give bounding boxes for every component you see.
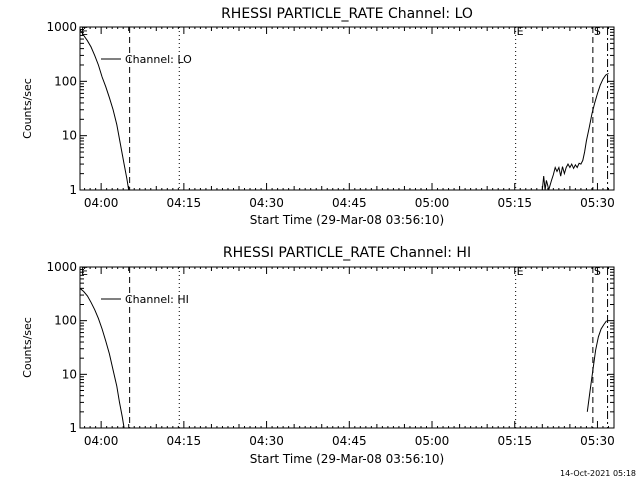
x-tick-label: 04:15	[167, 434, 202, 448]
y-axis-label: Counts/sec	[21, 317, 34, 378]
y-tick-label: 100	[54, 74, 77, 88]
y-tick-label: 1	[69, 183, 77, 197]
x-axis-label: Start Time (29-Mar-08 03:56:10)	[250, 452, 444, 466]
event-marker-label: S	[594, 25, 601, 38]
x-tick-label: 04:30	[249, 434, 284, 448]
generation-timestamp: 14-Oct-2021 05:18	[560, 469, 636, 478]
y-tick-label: 1000	[46, 20, 77, 34]
event-marker-label: E	[81, 25, 88, 38]
x-tick-label: 04:45	[332, 196, 367, 210]
x-tick-label: 04:30	[249, 196, 284, 210]
plot-frame	[79, 26, 615, 191]
x-tick-label: 04:00	[84, 196, 119, 210]
series-line	[79, 29, 130, 191]
plot-frame	[79, 266, 615, 429]
lo-channel-panel: RHESSI PARTICLE_RATE Channel: LO Counts/s…	[21, 6, 615, 227]
x-tick-label: 05:00	[415, 434, 450, 448]
series-line	[541, 72, 609, 191]
y-tick-label: 10	[62, 129, 77, 143]
y-tick-label: 1	[69, 421, 77, 435]
chart-title: RHESSI PARTICLE_RATE Channel: HI	[223, 245, 471, 261]
event-marker-label: S	[594, 265, 601, 278]
x-tick-label: 04:15	[167, 196, 202, 210]
y-tick-label: 1000	[46, 260, 77, 274]
x-tick-label: 05:00	[415, 196, 450, 210]
y-tick-label: 10	[62, 367, 77, 381]
y-axis-label: Counts/sec	[21, 78, 34, 139]
x-axis-label: Start Time (29-Mar-08 03:56:10)	[250, 213, 444, 227]
legend-label: Channel: HI	[125, 293, 189, 306]
hi-channel-panel: RHESSI PARTICLE_RATE Channel: HI Counts/s…	[21, 245, 615, 466]
x-tick-label: 05:15	[497, 434, 532, 448]
legend-label: Channel: LO	[125, 53, 192, 66]
series-line	[586, 320, 608, 412]
x-tick-label: 04:45	[332, 434, 367, 448]
event-marker-label: E	[517, 265, 524, 278]
y-tick-label: 100	[54, 314, 77, 328]
event-marker-label: E	[517, 25, 524, 38]
x-tick-label: 05:30	[580, 196, 615, 210]
event-marker-label: E	[81, 265, 88, 278]
x-tick-label: 05:30	[580, 434, 615, 448]
x-tick-label: 04:00	[84, 434, 119, 448]
x-tick-label: 05:15	[497, 196, 532, 210]
series-line	[79, 288, 125, 429]
chart-title: RHESSI PARTICLE_RATE Channel: LO	[221, 6, 473, 22]
